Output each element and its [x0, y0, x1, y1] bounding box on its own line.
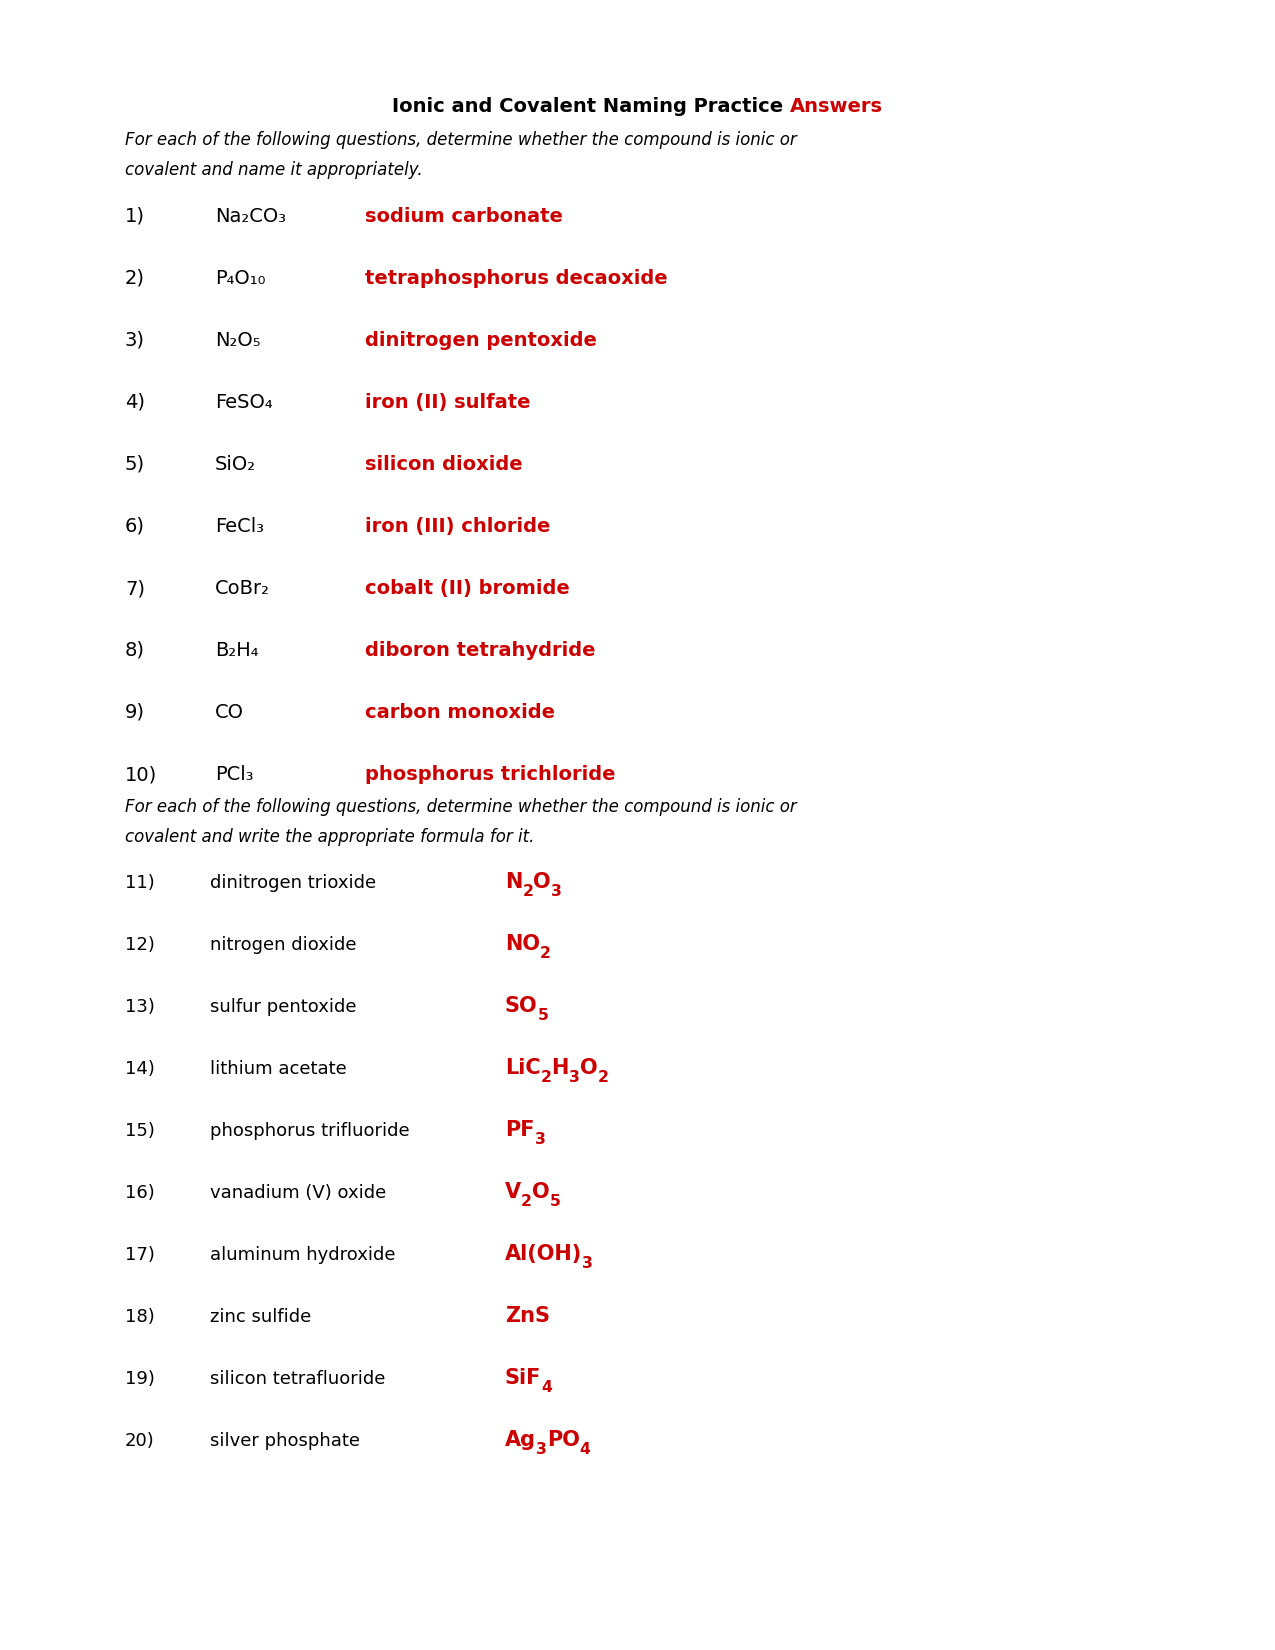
Text: 17): 17): [125, 1246, 154, 1264]
Text: 3: 3: [534, 1132, 546, 1147]
Text: 9): 9): [125, 703, 145, 723]
Text: Al(OH): Al(OH): [505, 1244, 583, 1264]
Text: For each of the following questions, determine whether the compound is ionic or: For each of the following questions, det…: [125, 799, 797, 817]
Text: 10): 10): [125, 766, 157, 784]
Text: 8): 8): [125, 640, 145, 660]
Text: 2: 2: [541, 1069, 552, 1084]
Text: 4: 4: [580, 1442, 590, 1457]
Text: covalent and write the appropriate formula for it.: covalent and write the appropriate formu…: [125, 828, 534, 846]
Text: ZnS: ZnS: [505, 1307, 550, 1327]
Text: carbon monoxide: carbon monoxide: [365, 703, 555, 723]
Text: iron (II) sulfate: iron (II) sulfate: [365, 393, 530, 412]
Text: 12): 12): [125, 936, 154, 954]
Text: 4: 4: [542, 1379, 552, 1394]
Text: 2: 2: [598, 1069, 608, 1084]
Text: 2: 2: [541, 945, 551, 960]
Text: O: O: [533, 871, 551, 893]
Text: CO: CO: [215, 703, 244, 723]
Text: 3): 3): [125, 332, 145, 350]
Text: NO: NO: [505, 934, 541, 954]
Text: FeSO₄: FeSO₄: [215, 393, 273, 412]
Text: lithium acetate: lithium acetate: [210, 1059, 347, 1077]
Text: 15): 15): [125, 1122, 154, 1140]
Text: H: H: [552, 1058, 569, 1077]
Text: LiC: LiC: [505, 1058, 541, 1077]
Text: 4): 4): [125, 393, 145, 412]
Text: 13): 13): [125, 998, 154, 1016]
Text: silicon dioxide: silicon dioxide: [365, 455, 523, 474]
Text: Na₂CO₃: Na₂CO₃: [215, 206, 286, 226]
Text: sulfur pentoxide: sulfur pentoxide: [210, 998, 357, 1016]
Text: iron (III) chloride: iron (III) chloride: [365, 516, 551, 536]
Text: 11): 11): [125, 874, 154, 893]
Text: FeCl₃: FeCl₃: [215, 516, 264, 536]
Text: nitrogen dioxide: nitrogen dioxide: [210, 936, 357, 954]
Text: 6): 6): [125, 516, 145, 536]
Text: 7): 7): [125, 579, 145, 597]
Text: 3: 3: [583, 1256, 593, 1270]
Text: dinitrogen pentoxide: dinitrogen pentoxide: [365, 332, 597, 350]
Text: SO: SO: [505, 997, 538, 1016]
Text: 5): 5): [125, 455, 145, 474]
Text: For each of the following questions, determine whether the compound is ionic or: For each of the following questions, det…: [125, 130, 797, 148]
Text: phosphorus trifluoride: phosphorus trifluoride: [210, 1122, 409, 1140]
Text: cobalt (II) bromide: cobalt (II) bromide: [365, 579, 570, 597]
Text: 2: 2: [523, 884, 533, 899]
Text: 14): 14): [125, 1059, 154, 1077]
Text: covalent and name it appropriately.: covalent and name it appropriately.: [125, 162, 422, 178]
Text: O: O: [580, 1058, 598, 1077]
Text: 2): 2): [125, 269, 145, 289]
Text: diboron tetrahydride: diboron tetrahydride: [365, 640, 595, 660]
Text: P₄O₁₀: P₄O₁₀: [215, 269, 265, 289]
Text: PF: PF: [505, 1120, 534, 1140]
Text: N: N: [505, 871, 523, 893]
Text: SiF: SiF: [505, 1368, 542, 1388]
Text: PO: PO: [547, 1431, 580, 1450]
Text: B₂H₄: B₂H₄: [215, 640, 259, 660]
Text: 5: 5: [550, 1195, 561, 1209]
Text: CoBr₂: CoBr₂: [215, 579, 270, 597]
Text: aluminum hydroxide: aluminum hydroxide: [210, 1246, 395, 1264]
Text: V: V: [505, 1181, 521, 1201]
Text: PCl₃: PCl₃: [215, 766, 254, 784]
Text: 20): 20): [125, 1432, 154, 1450]
Text: 16): 16): [125, 1185, 154, 1201]
Text: N₂O₅: N₂O₅: [215, 332, 260, 350]
Text: Ionic and Covalent Naming Practice: Ionic and Covalent Naming Practice: [393, 97, 790, 116]
Text: Answers: Answers: [790, 97, 882, 116]
Text: 2: 2: [521, 1195, 532, 1209]
Text: 19): 19): [125, 1370, 154, 1388]
Text: SiO₂: SiO₂: [215, 455, 256, 474]
Text: 1): 1): [125, 206, 145, 226]
Text: Ag: Ag: [505, 1431, 536, 1450]
Text: 3: 3: [536, 1442, 547, 1457]
Text: 5: 5: [538, 1008, 548, 1023]
Text: silicon tetrafluoride: silicon tetrafluoride: [210, 1370, 385, 1388]
Text: vanadium (V) oxide: vanadium (V) oxide: [210, 1185, 386, 1201]
Text: 3: 3: [551, 884, 562, 899]
Text: O: O: [532, 1181, 550, 1201]
Text: sodium carbonate: sodium carbonate: [365, 206, 562, 226]
Text: dinitrogen trioxide: dinitrogen trioxide: [210, 874, 376, 893]
Text: 3: 3: [569, 1069, 580, 1084]
Text: zinc sulfide: zinc sulfide: [210, 1308, 311, 1327]
Text: 18): 18): [125, 1308, 154, 1327]
Text: tetraphosphorus decaoxide: tetraphosphorus decaoxide: [365, 269, 668, 289]
Text: phosphorus trichloride: phosphorus trichloride: [365, 766, 616, 784]
Text: silver phosphate: silver phosphate: [210, 1432, 360, 1450]
